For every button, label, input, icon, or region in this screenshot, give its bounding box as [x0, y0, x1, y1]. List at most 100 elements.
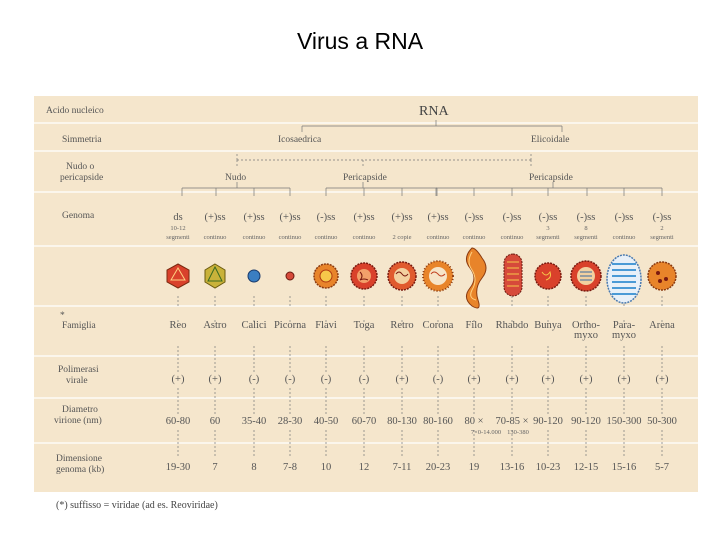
diameter-label: 28-30 [278, 416, 303, 427]
genome-structure-label: continuo [427, 234, 450, 241]
classification-tree [181, 120, 663, 196]
polymerase-label: (+) [172, 374, 185, 385]
family-name-label: Para- [613, 320, 636, 331]
genome-type-label: (-)ss [539, 212, 558, 223]
genome-size-label: 20-23 [426, 462, 451, 473]
genome-structure-label: continuo [204, 234, 227, 241]
genome-type-label: (+)ss [353, 212, 374, 223]
label-famiglia-star: * [60, 311, 65, 321]
diameter-label: 90-120 [533, 416, 563, 427]
genome-type-label: (-)ss [577, 212, 596, 223]
label-rna: RNA [419, 104, 449, 119]
genome-size-label: 10-23 [536, 462, 561, 473]
genome-type-label: (+)ss [243, 212, 264, 223]
label-simmetria: Simmetria [62, 135, 102, 145]
slide-title: Virus a RNA [296, 28, 424, 54]
family-name-label: Astro [203, 320, 226, 331]
genome-size-label: 15-16 [612, 462, 637, 473]
reo-virus-icon [166, 263, 190, 289]
family-name-label: myxo [574, 330, 598, 341]
flavi-virus-icon [313, 263, 339, 289]
genome-structure-label: continuo [279, 234, 302, 241]
genome-structure-label: segmenti [536, 234, 560, 241]
label-pericapside-2: Pericapside [529, 173, 573, 183]
diameter-label: 70-85 × [495, 416, 528, 427]
genome-size-label: 19-30 [166, 462, 191, 473]
label-diametro-line2: virione (nm) [54, 415, 102, 426]
genome-structure-label: continuo [315, 234, 338, 241]
label-famiglia: Famiglia [62, 321, 97, 331]
rhabdo-virus-icon [503, 253, 523, 297]
genome-structure-label: 2 copie [393, 234, 412, 241]
genome-type-label: (-)ss [503, 212, 522, 223]
label-nudo-line2: pericapside [60, 173, 103, 183]
family-name-label: myxo [612, 330, 636, 341]
family-name-label: Arena [649, 320, 675, 331]
diameter-extra-filo: 7×0-14.000 [471, 429, 501, 436]
label-elicoidale: Elicoidale [531, 135, 570, 145]
diameter-label: 90-120 [571, 416, 601, 427]
paramyxo-virus-icon [606, 254, 642, 304]
polymerase-label: (+) [396, 374, 409, 385]
genome-type-label: (-)ss [653, 212, 672, 223]
arena-virus-icon [647, 261, 677, 291]
label-dimensione-line1: Dimensione [56, 454, 102, 464]
genome-structure-label: continuo [501, 234, 524, 241]
genome-size-label: 19 [469, 462, 480, 473]
bunya-virus-icon [534, 262, 562, 290]
polymerase-label: (-) [359, 374, 370, 385]
astro-virus-icon [204, 263, 226, 289]
genome-structure-label: continuo [463, 234, 486, 241]
genome-type-label: (+)ss [279, 212, 300, 223]
polymerase-label: (-) [285, 374, 296, 385]
label-polimerasi-line1: Polimerasi [58, 365, 99, 375]
genome-size-label: 7 [212, 462, 217, 473]
family-name-label: Flavi [315, 320, 337, 331]
picorna-virus-icon [285, 271, 295, 281]
diameter-label: 150-300 [607, 416, 642, 427]
label-nudo: Nudo [225, 173, 246, 183]
virus-illustrations [166, 247, 677, 309]
genome-size-label: 8 [251, 462, 256, 473]
polymerase-label: (+) [209, 374, 222, 385]
label-pericapside-1: Pericapside [343, 173, 387, 183]
family-name-label: Ortho- [572, 320, 600, 331]
family-name-label: Rhabdo [496, 320, 529, 331]
genome-type-label: (-)ss [317, 212, 336, 223]
genome-size-label: 12 [359, 462, 370, 473]
family-name-label: Corona [423, 320, 454, 331]
column-text-group: ds 10-12 segmenti Reo (+) 60-80 19-30 (+)ss cont… [166, 212, 677, 473]
genome-size-label: 10 [321, 462, 332, 473]
diameter-extra-rhabdo: 130-380 [507, 429, 529, 436]
diameter-label: 50-300 [647, 416, 677, 427]
genome-size-label: 13-16 [500, 462, 525, 473]
polymerase-label: (-) [433, 374, 444, 385]
genome-structure-label: segmenti [166, 234, 190, 241]
genome-type-label: (+)ss [391, 212, 412, 223]
genome-structure-label: segmenti [574, 234, 598, 241]
label-dimensione-line2: genoma (kb) [56, 464, 104, 475]
diagram-svg: Acido nucleico RNA Simmetria Icosaedrica… [34, 104, 698, 475]
diameter-label: 40-50 [314, 416, 339, 427]
polymerase-label: (+) [468, 374, 481, 385]
footnote: (*) suffisso = viridae (ad es. Reovirida… [56, 500, 218, 511]
diameter-label: 60 [210, 416, 221, 427]
polymerase-label: (+) [580, 374, 593, 385]
polymerase-label: (+) [542, 374, 555, 385]
genome-type-label: (-)ss [615, 212, 634, 223]
diameter-label: 80-130 [387, 416, 417, 427]
corona-virus-icon [422, 260, 454, 292]
genome-structure-label: continuo [353, 234, 376, 241]
toga-virus-icon [350, 262, 378, 290]
polymerase-label: (+) [618, 374, 631, 385]
diameter-label: 80-160 [423, 416, 453, 427]
polymerase-label: (-) [249, 374, 260, 385]
polymerase-label: (+) [506, 374, 519, 385]
label-icosaedrica: Icosaedrica [278, 135, 322, 145]
polymerase-label: (-) [321, 374, 332, 385]
genome-size-label: 12-15 [574, 462, 599, 473]
polymerase-label: (+) [656, 374, 669, 385]
diameter-label: 60-80 [166, 416, 191, 427]
genome-type-label: (+)ss [204, 212, 225, 223]
rna-virus-classification-diagram: Acido nucleico RNA Simmetria Icosaedrica… [34, 96, 698, 492]
